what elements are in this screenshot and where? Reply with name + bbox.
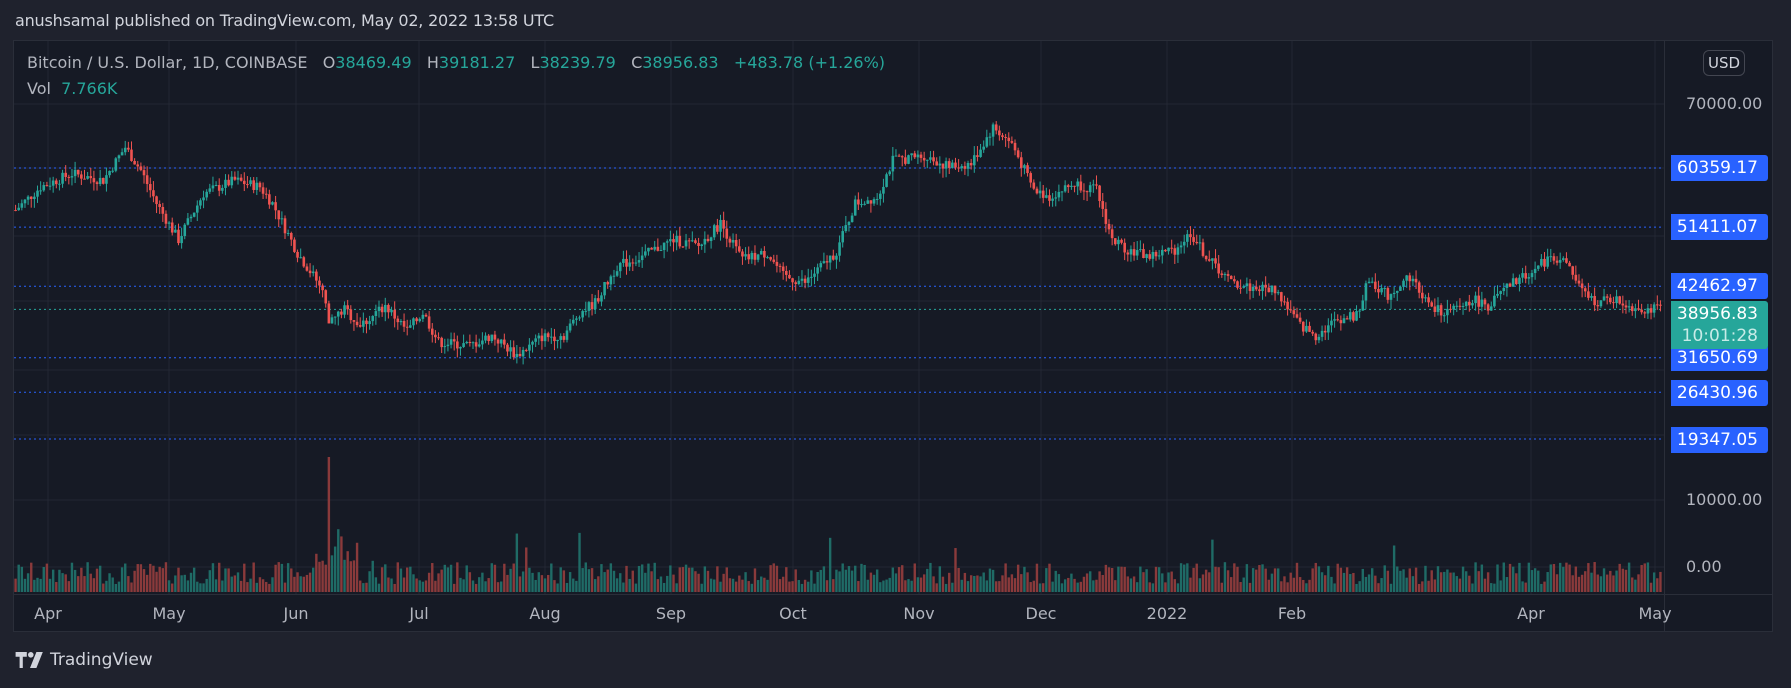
price-tick: 0.00 <box>1686 557 1722 576</box>
tradingview-brand[interactable]: TradingView <box>15 650 153 670</box>
bar-countdown: 10:01:28 <box>1681 326 1758 346</box>
time-tick: Apr <box>34 604 62 623</box>
volume-label[interactable]: Vol <box>27 79 51 98</box>
time-tick: Sep <box>655 604 687 623</box>
close-label: C <box>631 53 643 72</box>
tradingview-logo-icon <box>15 652 43 668</box>
time-tick: May <box>1638 604 1672 623</box>
level-price-label: 60359.17 <box>1671 155 1768 181</box>
time-tick: Feb <box>1277 604 1307 623</box>
volume-value: 7.766K <box>61 79 118 98</box>
time-tick: Jul <box>409 604 429 623</box>
level-price-label: 42462.97 <box>1671 273 1768 299</box>
currency-button[interactable]: USD <box>1703 50 1745 76</box>
open-value: 38469.49 <box>335 53 412 72</box>
chart-frame <box>13 40 1773 632</box>
low-label: L <box>530 53 540 72</box>
chart-legend: Bitcoin / U.S. Dollar, 1D, COINBASE O384… <box>27 53 885 72</box>
last-price-label: 38956.83 10:01:28 <box>1671 301 1768 349</box>
change-value: +483.78 (+1.26%) <box>733 53 886 72</box>
symbol-name[interactable]: Bitcoin / U.S. Dollar, 1D, COINBASE <box>27 53 308 72</box>
brand-name: TradingView <box>50 650 153 670</box>
volume-legend: Vol 7.766K <box>27 79 117 98</box>
price-tick: 10000.00 <box>1686 490 1763 509</box>
price-axis-separator <box>1664 41 1665 631</box>
low-value: 38239.79 <box>539 53 616 72</box>
time-tick: Apr <box>1517 604 1545 623</box>
time-tick: Oct <box>779 604 807 623</box>
time-axis-separator <box>14 594 1772 595</box>
level-price-label: 26430.96 <box>1671 380 1768 406</box>
time-tick: 2022 <box>1146 604 1188 623</box>
high-value: 39181.27 <box>438 53 516 72</box>
level-price-label: 19347.05 <box>1671 427 1768 453</box>
high-label: H <box>426 53 439 72</box>
level-price-label: 31650.69 <box>1671 345 1768 371</box>
last-price-value: 38956.83 <box>1676 304 1758 324</box>
time-tick: Dec <box>1025 604 1057 623</box>
time-tick: Jun <box>283 604 309 623</box>
open-label: O <box>322 53 336 72</box>
time-tick: May <box>152 604 186 623</box>
price-tick: 70000.00 <box>1686 94 1763 113</box>
time-tick: Nov <box>903 604 935 623</box>
time-tick: Aug <box>529 604 561 623</box>
close-value: 38956.83 <box>642 53 719 72</box>
publisher-line: anushsamal published on TradingView.com,… <box>15 11 554 30</box>
level-price-label: 51411.07 <box>1671 214 1768 240</box>
